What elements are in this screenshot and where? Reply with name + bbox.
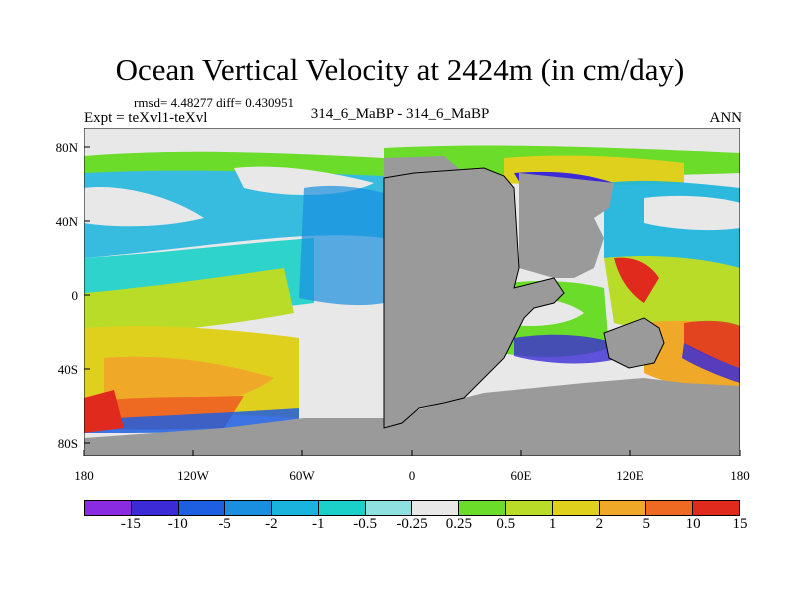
field-cyan-atlantic [299, 185, 384, 306]
field-green-band-north [84, 151, 384, 176]
legend-swatch [598, 500, 647, 516]
land-greenland [384, 156, 464, 178]
lon-tick-label: 180 [74, 468, 94, 483]
lat-tick-label: 80S [57, 436, 78, 451]
legend-swatch [551, 500, 600, 516]
legend-swatch [317, 500, 366, 516]
stats-line: rmsd= 4.48277 diff= 0.430951 [134, 95, 294, 110]
field-green-band-eq [84, 268, 294, 338]
field-red-southern-ocean [84, 390, 124, 433]
field-sp-red [684, 320, 740, 368]
lon-tick-label: 0 [408, 468, 416, 483]
legend-swatch [645, 500, 694, 516]
land-australia [604, 318, 664, 368]
field-ep-white [644, 195, 740, 231]
map-plot [84, 128, 740, 456]
legend-swatch [271, 500, 319, 516]
lat-tick-label: 80N [55, 140, 78, 155]
field-sp-blue [682, 343, 740, 383]
lon-tick-label: 120E [616, 468, 644, 483]
lat-tick-label: 40S [57, 362, 78, 377]
legend-label: -15 [120, 516, 141, 532]
legend-label: -10 [167, 516, 188, 532]
legend-label: 2 [595, 516, 604, 532]
legend-swatch [130, 500, 179, 516]
legend-swatch [505, 500, 553, 516]
legend-label: -0.25 [396, 516, 428, 532]
legend-swatch [84, 500, 132, 516]
subtitle: 314_6_MaBP - 314_6_MaBP [310, 106, 490, 122]
legend-label: 0.5 [496, 516, 516, 532]
map-title: Ocean Vertical Velocity at 2424m (in cm/… [115, 52, 685, 87]
legend-swatch [458, 500, 507, 516]
legend-swatch [224, 500, 273, 516]
legend-label: 5 [642, 516, 651, 532]
legend-label: 0.25 [445, 516, 472, 532]
legend-label: -5 [218, 516, 231, 532]
legend-label: 15 [732, 516, 748, 532]
legend-label: -1 [312, 516, 325, 532]
lon-tick-label: 180 [730, 468, 750, 483]
legend-label: 10 [685, 516, 701, 532]
legend-label: -2 [265, 516, 278, 532]
legend-swatch [177, 500, 226, 516]
field-orange-south [104, 356, 274, 408]
field-ep-red [614, 257, 659, 303]
experiment-label: Expt = teXvl1-teXvl [84, 110, 208, 126]
legend-label: -0.5 [353, 516, 378, 532]
land-asia [519, 173, 614, 278]
field-indian-blue [514, 334, 614, 364]
legend-swatch [364, 500, 413, 516]
legend-swatch [692, 500, 740, 516]
legend-swatch [411, 500, 460, 516]
legend-label: 1 [548, 516, 557, 532]
lon-tick-label: 60E [510, 468, 532, 483]
lon-tick-label: 60W [289, 468, 315, 483]
land-antarctica [84, 378, 740, 456]
field-white-patch-1 [84, 187, 204, 227]
lon-tick-label: 120W [177, 468, 209, 483]
land-americas-europe-africa [384, 168, 564, 428]
lat-tick-label: 0 [71, 288, 79, 303]
color-legend-bar [84, 500, 740, 516]
lat-tick-label: 40N [55, 214, 78, 229]
coastline [383, 167, 665, 429]
season-label: ANN [709, 110, 743, 126]
